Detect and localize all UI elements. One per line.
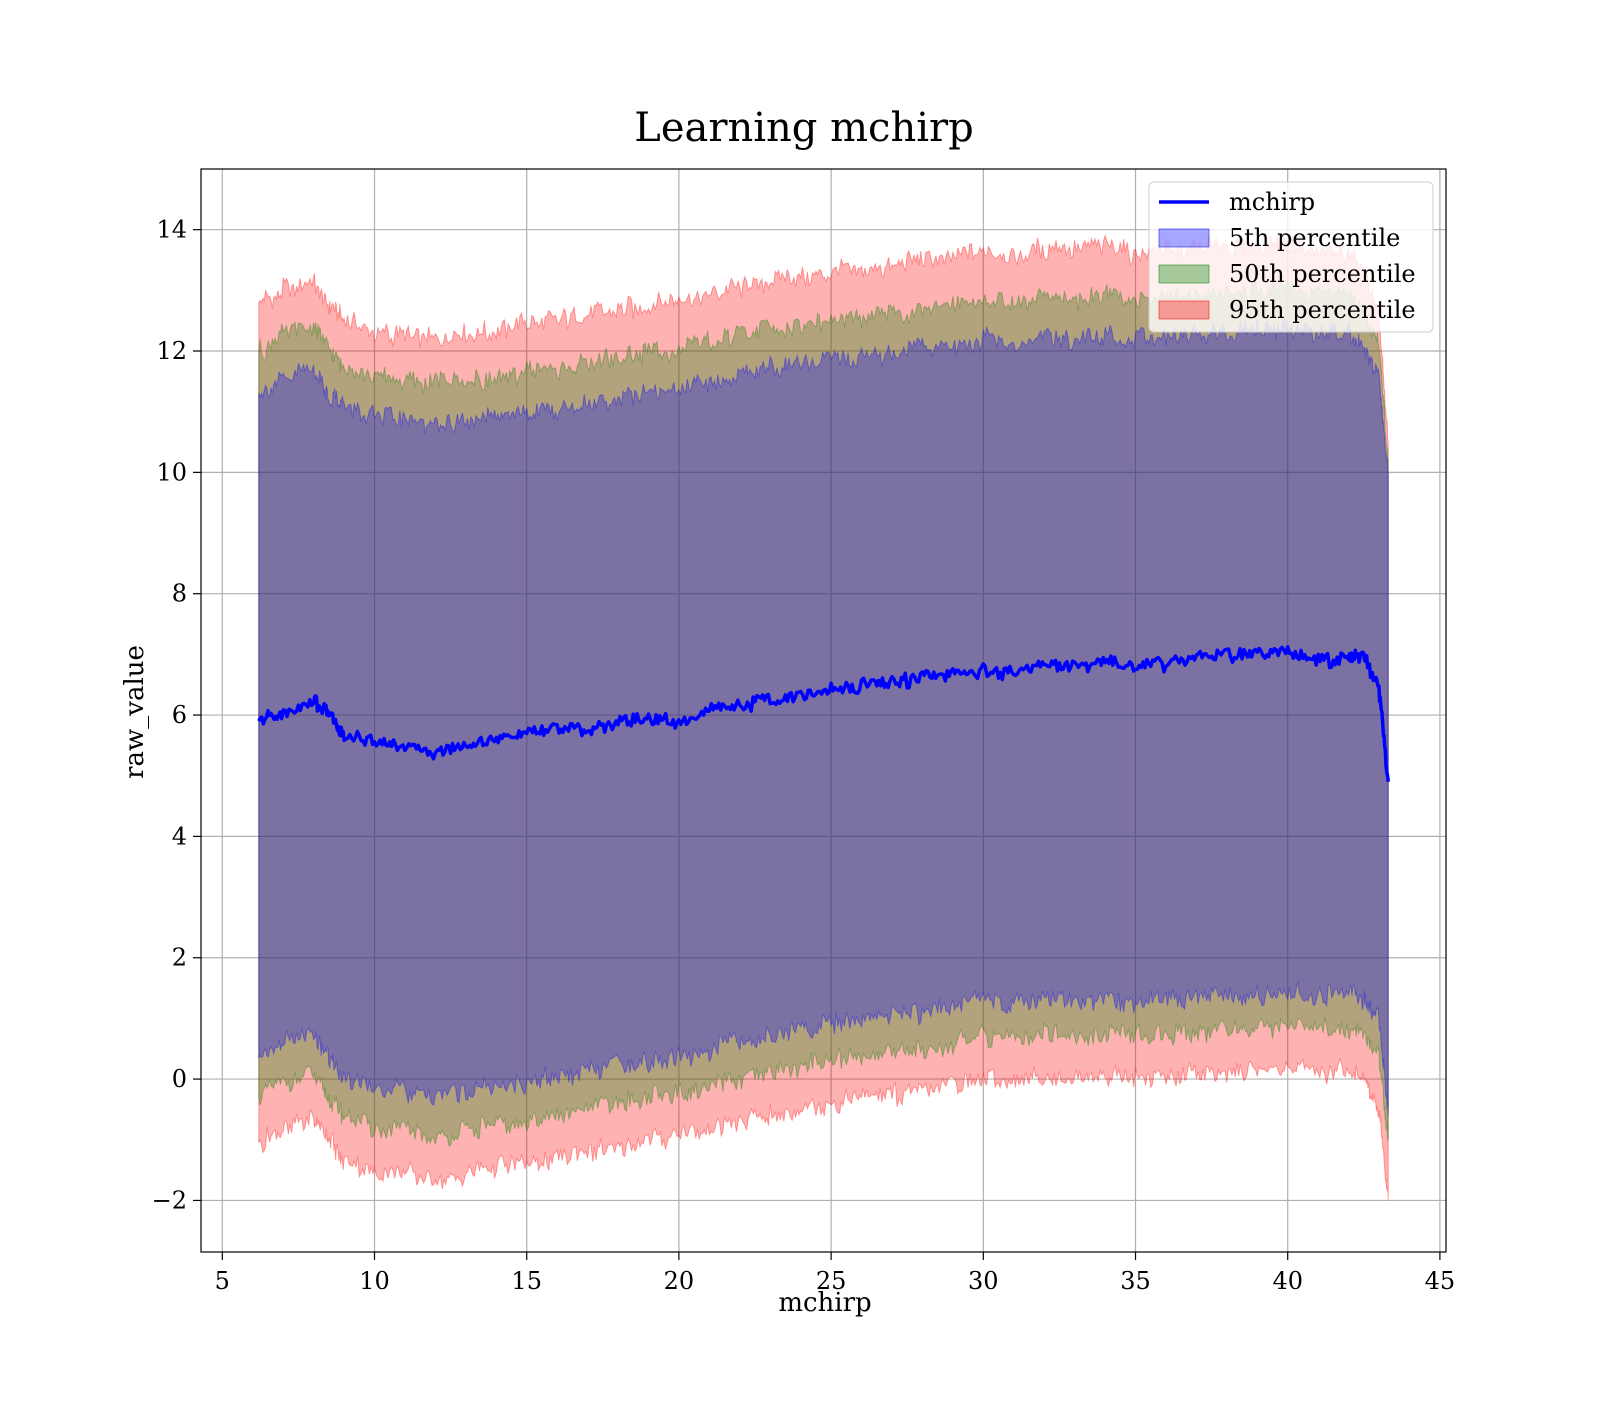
x-tick-label: 15 (511, 1267, 542, 1295)
x-tick-label: 30 (968, 1267, 999, 1295)
series-line-mchirp (257, 645, 1390, 782)
y-tick-label: 0 (172, 1065, 187, 1093)
y-axis-ticks: −2 0 2 4 6 8 10 12 14 (152, 216, 201, 1214)
x-tick-label: 35 (1120, 1267, 1151, 1295)
x-tick-label: 5 (215, 1267, 230, 1295)
legend-band-swatch (1158, 228, 1210, 248)
y-tick-label: −2 (152, 1186, 187, 1214)
legend-box (1148, 181, 1434, 333)
x-axis-label: mchirp (778, 1288, 871, 1318)
x-tick-label: 45 (1425, 1267, 1456, 1295)
legend-label: 50th percentile (1229, 260, 1416, 288)
x-axis-ticks: 5 10 15 20 25 30 35 40 45 (215, 1252, 1456, 1295)
x-tick-label: 10 (359, 1267, 390, 1295)
legend: mchirp 5th percentile 50th percentile 95th … (1148, 181, 1434, 333)
x-tick-label: 25 (816, 1267, 847, 1295)
percentile-bands (258, 233, 1389, 1201)
x-tick-label: 20 (664, 1267, 695, 1295)
y-tick-label: 12 (156, 337, 187, 365)
y-tick-label: 14 (156, 216, 187, 244)
series-lines (257, 645, 1390, 782)
y-tick-label: 4 (172, 822, 187, 850)
legend-label: mchirp (1229, 188, 1315, 216)
y-tick-label: 10 (156, 458, 187, 486)
y-tick-label: 6 (172, 701, 187, 729)
y-tick-label: 2 (172, 944, 187, 972)
y-tick-label: 8 (172, 580, 187, 608)
band-95th-percentile (258, 233, 1389, 1201)
legend-band-swatch (1158, 300, 1210, 320)
legend-band-swatch (1158, 264, 1210, 284)
chart-title: Learning mchirp (634, 105, 973, 151)
legend-label: 95th percentile (1229, 296, 1416, 324)
band-5th-percentile (258, 316, 1389, 1116)
band-50th-percentile (258, 275, 1389, 1147)
x-tick-label: 40 (1272, 1267, 1303, 1295)
y-axis-label: raw_value (120, 645, 150, 779)
grid (201, 169, 1446, 1252)
legend-label: 5th percentile (1229, 224, 1400, 252)
plot-frame (200, 168, 1447, 1253)
